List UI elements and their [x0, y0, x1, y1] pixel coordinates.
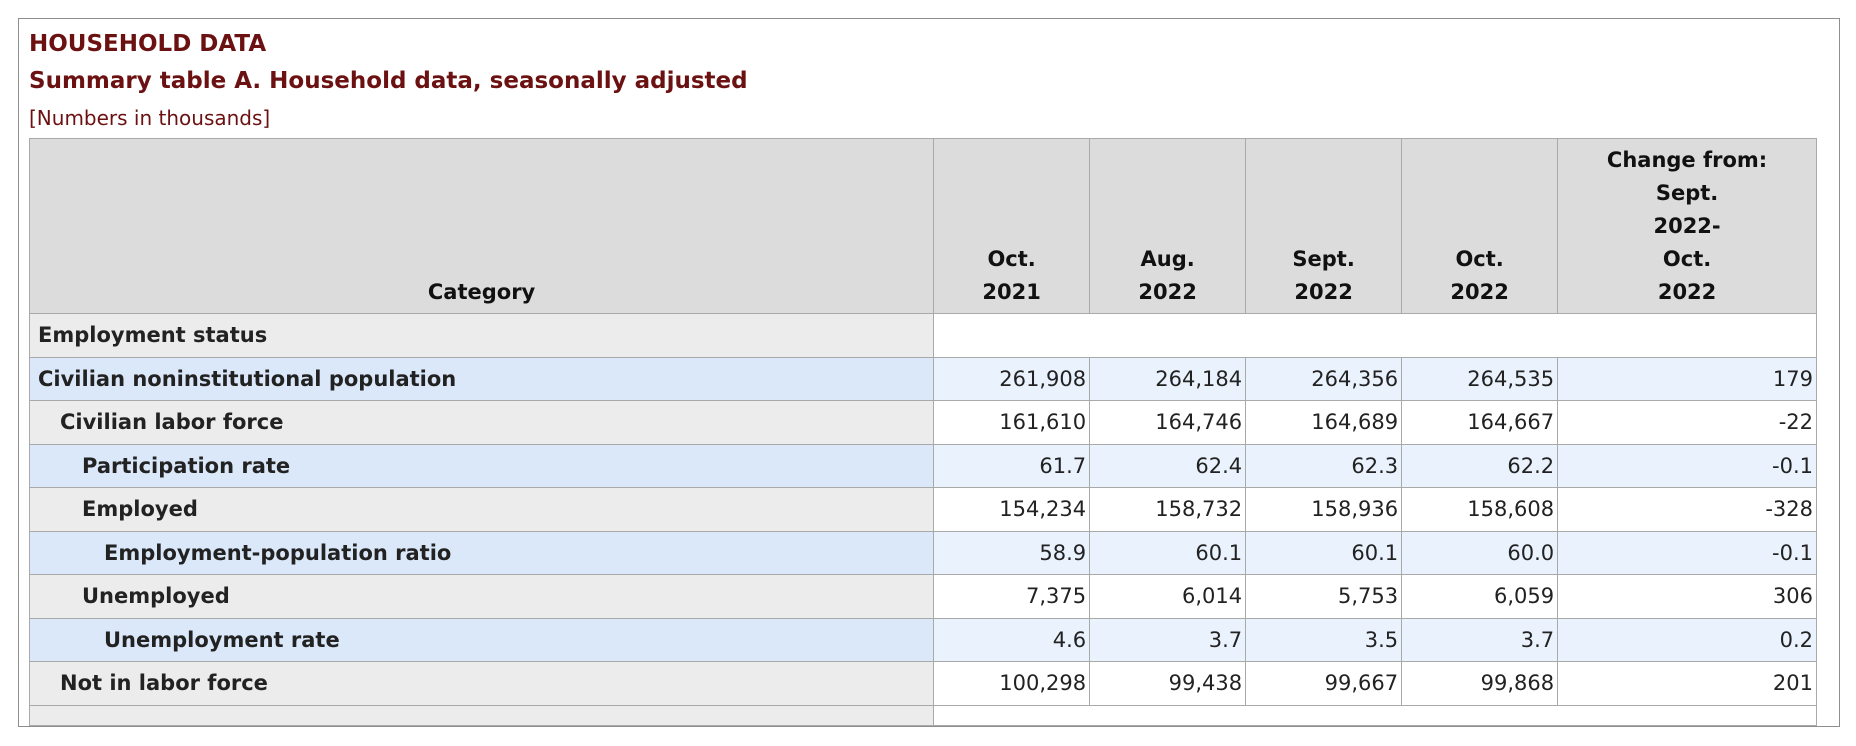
column-header-label: 2022 — [1450, 280, 1509, 304]
table-cell: 5,753 — [1245, 574, 1403, 619]
table-row: Participation rate 61.7 62.4 62.3 62.2 -… — [28, 443, 1817, 488]
table-container: HOUSEHOLD DATA Summary table A. Househol… — [18, 18, 1840, 727]
column-header-label: 2022 — [1138, 280, 1197, 304]
table-cell: 60.1 — [1245, 530, 1403, 575]
column-header-label: Sept. — [1655, 181, 1719, 205]
table-cell: 62.3 — [1245, 443, 1403, 488]
table-row: Employed 154,234 158,732 158,936 158,608… — [28, 487, 1817, 532]
table-cell: 60.1 — [1089, 530, 1247, 575]
table-cell: 62.4 — [1089, 443, 1247, 488]
table-cell: 99,667 — [1245, 661, 1403, 706]
table-cell: 7,375 — [933, 574, 1091, 619]
table-cell: 58.9 — [933, 530, 1091, 575]
table-cell: -0.1 — [1557, 530, 1817, 575]
table-cell: 264,535 — [1401, 356, 1559, 401]
row-label: Unemployed — [28, 574, 935, 619]
column-header-category: Category — [28, 138, 935, 314]
column-header-sept-2022: Sept. 2022 — [1245, 138, 1403, 314]
table-cell: 164,689 — [1245, 400, 1403, 445]
column-header-label: 2022- — [1653, 214, 1721, 238]
column-header-label: 2022 — [1657, 280, 1717, 304]
column-header-label: 2021 — [982, 280, 1041, 304]
table-cell: 100,298 — [933, 661, 1091, 706]
table-cell: 164,746 — [1089, 400, 1247, 445]
table-cell: 161,610 — [933, 400, 1091, 445]
table-row-partial — [28, 704, 1817, 726]
section-row: Employment status — [28, 313, 1817, 358]
table-row: Unemployed 7,375 6,014 5,753 6,059 306 — [28, 574, 1817, 619]
table-row: Civilian labor force 161,610 164,746 164… — [28, 400, 1817, 445]
column-header-label: Oct. — [1662, 247, 1712, 271]
column-header-label: Aug. — [1140, 247, 1195, 271]
table-cell: 179 — [1557, 356, 1817, 401]
section-label: Employment status — [28, 313, 935, 358]
column-header-label: Oct. — [987, 247, 1036, 271]
table-cell: 60.0 — [1401, 530, 1559, 575]
table-header-row: Category Oct. 2021 Aug. 2022 Sept. 2022 Oct… — [28, 138, 1817, 314]
table-cell: 3.7 — [1089, 617, 1247, 662]
table-cell: 3.7 — [1401, 617, 1559, 662]
table-cell: 62.2 — [1401, 443, 1559, 488]
table-cell: 6,014 — [1089, 574, 1247, 619]
row-label: Civilian noninstitutional population — [28, 356, 935, 401]
row-label: Civilian labor force — [28, 400, 935, 445]
table-cell — [933, 704, 1817, 726]
column-header-label: 2022 — [1294, 280, 1353, 304]
units-note: [Numbers in thousands] — [29, 106, 271, 130]
table-cell: -328 — [1557, 487, 1817, 532]
column-header-aug-2022: Aug. 2022 — [1089, 138, 1247, 314]
row-label: Unemployment rate — [28, 617, 935, 662]
table-cell: 201 — [1557, 661, 1817, 706]
row-label: Not in labor force — [28, 661, 935, 706]
table-cell: 4.6 — [933, 617, 1091, 662]
row-label: Employed — [28, 487, 935, 532]
table-cell: 164,667 — [1401, 400, 1559, 445]
table-cell: 99,868 — [1401, 661, 1559, 706]
table-cell: 264,356 — [1245, 356, 1403, 401]
column-header-oct-2022: Oct. 2022 — [1401, 138, 1559, 314]
table-cell: -22 — [1557, 400, 1817, 445]
table-cell: 0.2 — [1557, 617, 1817, 662]
table-cell: 158,732 — [1089, 487, 1247, 532]
section-blank-cell — [933, 313, 1817, 358]
table-cell: 158,608 — [1401, 487, 1559, 532]
column-header-label: Sept. — [1292, 247, 1355, 271]
column-header-label: Oct. — [1455, 247, 1504, 271]
table-cell: 158,936 — [1245, 487, 1403, 532]
table-row: Employment-population ratio 58.9 60.1 60… — [28, 530, 1817, 575]
table-row: Unemployment rate 4.6 3.7 3.5 3.7 0.2 — [28, 617, 1817, 662]
table-cell: 6,059 — [1401, 574, 1559, 619]
row-label: Participation rate — [28, 443, 935, 488]
row-label: Employment-population ratio — [28, 530, 935, 575]
table-row: Civilian noninstitutional population 261… — [28, 356, 1817, 401]
column-header-label: Change from: — [1606, 148, 1768, 172]
column-header-label: Category — [427, 280, 536, 304]
column-header-change: Change from: Sept. 2022- Oct. 2022 — [1557, 138, 1817, 314]
table-cell: 99,438 — [1089, 661, 1247, 706]
column-header-oct-2021: Oct. 2021 — [933, 138, 1091, 314]
household-data-table: Category Oct. 2021 Aug. 2022 Sept. 2022 Oct… — [28, 138, 1817, 726]
table-cell: 61.7 — [933, 443, 1091, 488]
table-cell: 264,184 — [1089, 356, 1247, 401]
page-heading: HOUSEHOLD DATA — [29, 31, 267, 57]
table-row: Not in labor force 100,298 99,438 99,667… — [28, 661, 1817, 706]
table-cell: -0.1 — [1557, 443, 1817, 488]
table-title: Summary table A. Household data, seasona… — [29, 68, 748, 94]
table-cell: 3.5 — [1245, 617, 1403, 662]
table-cell: 261,908 — [933, 356, 1091, 401]
table-cell: 154,234 — [933, 487, 1091, 532]
table-cell: 306 — [1557, 574, 1817, 619]
row-label — [28, 704, 935, 726]
